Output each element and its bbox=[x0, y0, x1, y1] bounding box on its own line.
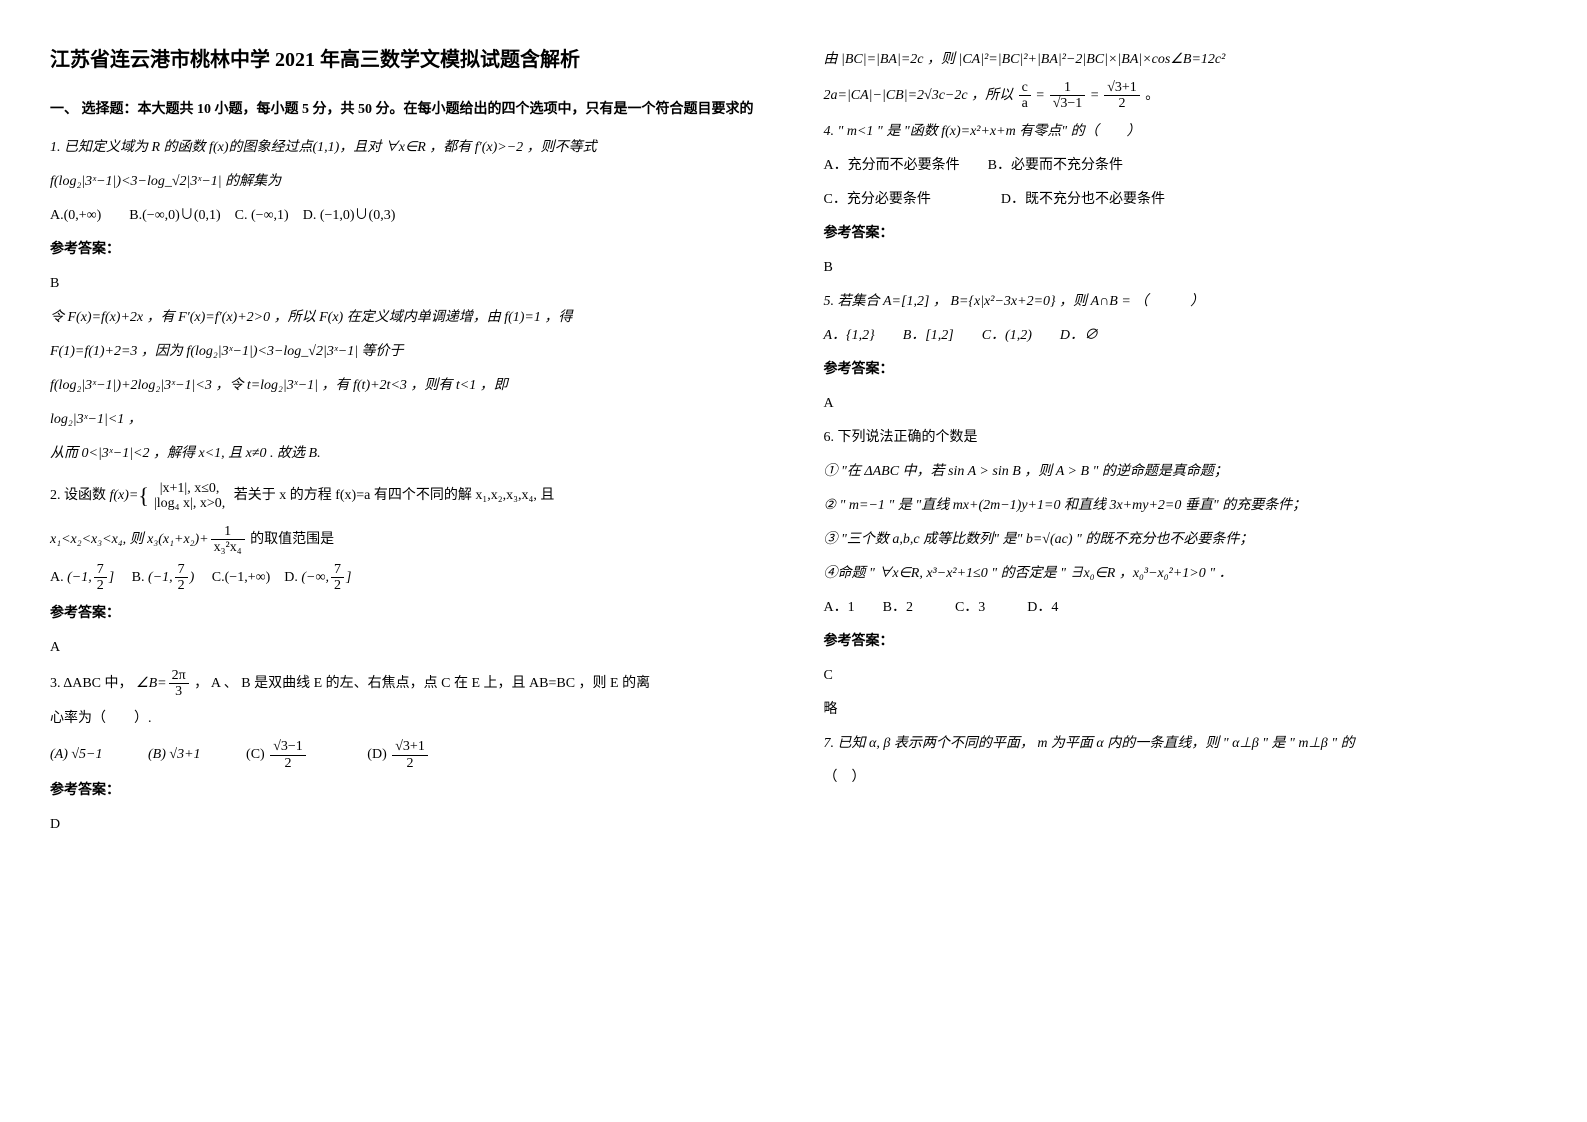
q6-answer: C bbox=[824, 662, 1538, 690]
q6-options: A．1 B．2 C．3 D．4 bbox=[824, 594, 1538, 622]
q6-line-1: 6. 下列说法正确的个数是 bbox=[824, 424, 1538, 452]
q2-options: A. (−1,72] B. (−1,72) C.(−1,+∞) D. (−∞,7… bbox=[50, 562, 764, 594]
q6-statement-1: ① "在 ΔABC 中，若 sin A > sin B ，则 A > B " 的… bbox=[824, 458, 1538, 486]
q6-statement-4: ④命题 " ∀x∈R, x³−x²+1≤0 " 的否定是 " ∃x₀∈R ，x₀… bbox=[824, 560, 1538, 588]
q1-line-2: f(log₂|3ˣ−1|)<3−log_√2|3ˣ−1| 的解集为 bbox=[50, 168, 764, 196]
q4-line-1: 4. " m<1 " 是 "函数 f(x)=x²+x+m 有零点" 的（ ） bbox=[824, 118, 1538, 146]
q5-options: A．{1,2} B．[1,2] C．(1,2) D．∅ bbox=[824, 322, 1538, 350]
q5-answer: A bbox=[824, 390, 1538, 418]
q1-exp-3: f(log₂|3ˣ−1|)+2log₂|3ˣ−1|<3 ，令 t=log₂|3ˣ… bbox=[50, 372, 764, 400]
q4-answer: B bbox=[824, 254, 1538, 282]
doc-title: 江苏省连云港市桃林中学 2021 年高三数学文模拟试题含解析 bbox=[50, 40, 764, 80]
q1-exp-1: 令 F(x)=f(x)+2x ，有 F′(x)=f′(x)+2>0 ，所以 F(… bbox=[50, 304, 764, 332]
left-column: 江苏省连云港市桃林中学 2021 年高三数学文模拟试题含解析 一、 选择题：本大… bbox=[50, 40, 764, 845]
q5-answer-label: 参考答案： bbox=[824, 356, 1538, 384]
q2-line-2: x₁<x₂<x₃<x₄, 则 x₃(x₁+x₂)+1x₃²x₄ 的取值范围是 bbox=[50, 524, 764, 556]
q6-answer-label: 参考答案： bbox=[824, 628, 1538, 656]
q6-statement-2: ② " m=−1 " 是 "直线 mx+(2m−1)y+1=0 和直线 3x+m… bbox=[824, 492, 1538, 520]
q3-answer: D bbox=[50, 811, 764, 839]
q4-answer-label: 参考答案： bbox=[824, 220, 1538, 248]
q2-answer: A bbox=[50, 634, 764, 662]
section-1-head: 一、 选择题：本大题共 10 小题，每小题 5 分，共 50 分。在每小题给出的… bbox=[50, 96, 764, 124]
right-column: 由 |BC|=|BA|=2c ，则 |CA|²=|BC|²+|BA|²−2|BC… bbox=[824, 40, 1538, 845]
q7-line-1: 7. 已知 α, β 表示两个不同的平面， m 为平面 α 内的一条直线，则 "… bbox=[824, 730, 1538, 758]
q1-answer-label: 参考答案： bbox=[50, 236, 764, 264]
q6-statement-3: ③ "三个数 a,b,c 成等比数列" 是" b=√(ac) " 的既不充分也不… bbox=[824, 526, 1538, 554]
q3-line-1: 3. ΔABC 中， ∠B=2π3 ， A 、 B 是双曲线 E 的左、右焦点，… bbox=[50, 668, 764, 700]
q2-answer-label: 参考答案： bbox=[50, 600, 764, 628]
q1-exp-5: 从而 0<|3ˣ−1|<2 ，解得 x<1, 且 x≠0 . 故选 B. bbox=[50, 440, 764, 468]
q2-line-1: 2. 设函数 f(x)={|x+1|, x≤0,|log₄ x|, x>0, 若… bbox=[50, 474, 764, 518]
q5-line-1: 5. 若集合 A=[1,2] ， B={x|x²−3x+2=0} ，则 A∩B … bbox=[824, 288, 1538, 316]
q1-exp-2: F(1)=f(1)+2=3 ，因为 f(log₂|3ˣ−1|)<3−log_√2… bbox=[50, 338, 764, 366]
q6-brief: 略 bbox=[824, 696, 1538, 724]
q3-answer-label: 参考答案： bbox=[50, 777, 764, 805]
q1-line-1: 1. 已知定义域为 R 的函数 f(x)的图象经过点(1,1)，且对 ∀x∈R … bbox=[50, 134, 764, 162]
q7-line-2: （ ） bbox=[824, 764, 1538, 792]
q4-options-1: A．充分而不必要条件 B．必要而不充分条件 bbox=[824, 152, 1538, 180]
q1-answer: B bbox=[50, 270, 764, 298]
q3-exp-2: 2a=|CA|−|CB|=2√3c−2c ，所以 ca = 1√3−1 = √3… bbox=[824, 80, 1538, 112]
q3-exp-1: 由 |BC|=|BA|=2c ，则 |CA|²=|BC|²+|BA|²−2|BC… bbox=[824, 46, 1538, 74]
q3-options: (A) √5−1 (B) √3+1 (C) √3−12 (D) √3+12 bbox=[50, 739, 764, 771]
q3-line-2: 心率为（ ）. bbox=[50, 705, 764, 733]
q4-options-2: C．充分必要条件 D．既不充分也不必要条件 bbox=[824, 186, 1538, 214]
q1-exp-4: log₂|3ˣ−1|<1 ， bbox=[50, 406, 764, 434]
q1-options: A.(0,+∞) B.(−∞,0)∪(0,1) C. (−∞,1) D. (−1… bbox=[50, 202, 764, 230]
